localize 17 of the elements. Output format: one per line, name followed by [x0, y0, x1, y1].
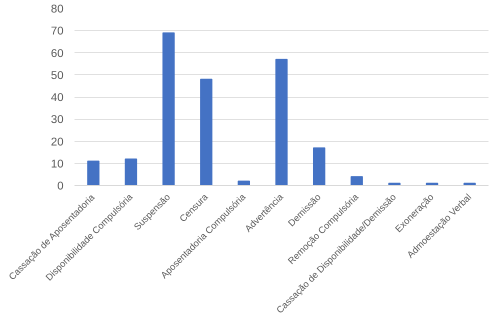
y-tick-label: 70: [50, 26, 64, 38]
y-tick-label: 60: [50, 48, 64, 60]
y-tick-label: 0: [57, 180, 64, 192]
bar: [238, 180, 250, 186]
bar: [275, 58, 288, 186]
bar: [87, 160, 100, 186]
y-tick-label: 40: [50, 92, 64, 104]
bar: [350, 176, 363, 186]
bar: [312, 147, 326, 186]
y-tick-label: 20: [50, 136, 64, 148]
y-tick-label: 30: [50, 114, 64, 126]
bar: [200, 78, 212, 186]
y-tick-label: 50: [50, 70, 64, 82]
y-tick-label: 10: [50, 158, 64, 170]
bar: [162, 32, 175, 186]
bar: [124, 158, 138, 186]
y-tick-label: 80: [50, 4, 64, 16]
